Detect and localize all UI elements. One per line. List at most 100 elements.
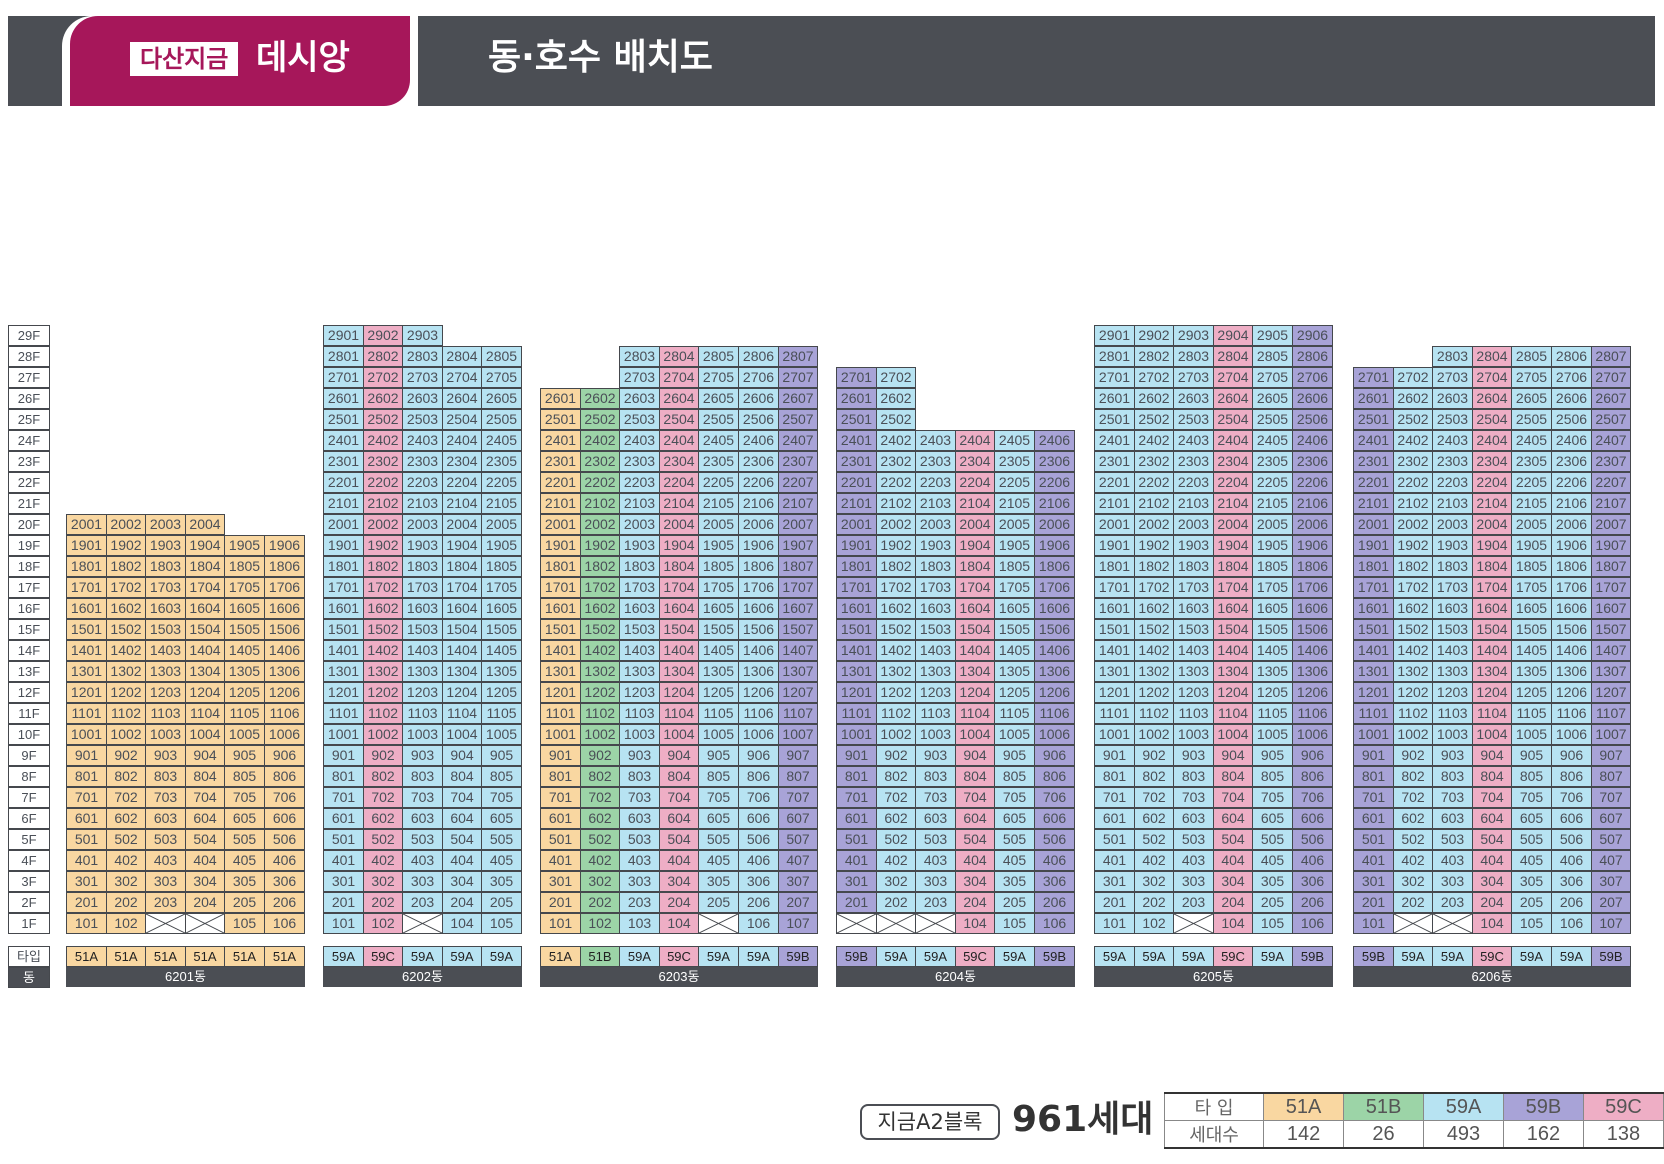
- unit-cell: 2203: [619, 472, 660, 493]
- unit-cell: 301: [66, 871, 107, 892]
- unit-cell: 2402: [876, 430, 916, 451]
- unit-cell: 402: [363, 850, 403, 871]
- unit-cell: 1405: [1511, 640, 1552, 661]
- unit-cell: 1804: [1213, 556, 1253, 577]
- unit-cell: 204: [955, 892, 995, 913]
- unit-cell: 1105: [1511, 703, 1552, 724]
- unit-cell: 803: [1173, 766, 1214, 787]
- unit-cell: 1805: [224, 556, 265, 577]
- unit-cell: 406: [1551, 850, 1592, 871]
- unit-cell: 2301: [1094, 451, 1135, 472]
- unit-cell: 2303: [1432, 451, 1473, 472]
- unit-cell: 707: [778, 787, 818, 808]
- unit-cell: 2705: [1252, 367, 1293, 388]
- unit-cell: 1002: [1134, 724, 1174, 745]
- unit-cell: 205: [481, 892, 522, 913]
- unit-cell-unavailable: [915, 913, 956, 934]
- unit-cell: 2004: [1472, 514, 1512, 535]
- type-cell: 51A: [106, 946, 146, 967]
- unit-cell: 2405: [481, 430, 522, 451]
- unit-cell: 1105: [224, 703, 265, 724]
- floor-label: 12F: [8, 682, 50, 703]
- floor-label: 7F: [8, 787, 50, 808]
- type-cell: 59A: [323, 946, 364, 967]
- type-cell: 59B: [1353, 946, 1394, 967]
- unit-cell: 205: [224, 892, 265, 913]
- unit-cell: 2503: [619, 409, 660, 430]
- legend-count-59C: 138: [1582, 1120, 1664, 1149]
- unit-cell: 603: [402, 808, 443, 829]
- unit-cell: 204: [1213, 892, 1253, 913]
- unit-cell: 1706: [264, 577, 305, 598]
- unit-cell: 2006: [1034, 514, 1075, 535]
- unit-cell: 505: [698, 829, 739, 850]
- unit-cell: 1602: [580, 598, 620, 619]
- unit-cell: 1004: [1472, 724, 1512, 745]
- unit-cell: 202: [580, 892, 620, 913]
- unit-cell: 1904: [185, 535, 225, 556]
- unit-cell: 2404: [442, 430, 482, 451]
- unit-cell: 2503: [402, 409, 443, 430]
- unit-cell: 504: [1472, 829, 1512, 850]
- unit-cell: 2702: [1134, 367, 1174, 388]
- unit-cell: 1406: [264, 640, 305, 661]
- unit-cell: 1903: [1432, 535, 1473, 556]
- unit-cell: 2701: [836, 367, 877, 388]
- unit-cell: 301: [1094, 871, 1135, 892]
- unit-cell: 1207: [1591, 682, 1631, 703]
- unit-cell: 2706: [1551, 367, 1592, 388]
- unit-cell: 1202: [580, 682, 620, 703]
- unit-cell: 2602: [1393, 388, 1433, 409]
- unit-cell: 907: [1591, 745, 1631, 766]
- unit-cell: 1203: [619, 682, 660, 703]
- floor-label: 29F: [8, 325, 50, 346]
- unit-cell: 803: [402, 766, 443, 787]
- unit-cell: 1103: [145, 703, 186, 724]
- unit-cell: 604: [1213, 808, 1253, 829]
- unit-cell: 207: [778, 892, 818, 913]
- unit-cell: 1106: [1551, 703, 1592, 724]
- unit-cell: 2203: [402, 472, 443, 493]
- unit-cell: 303: [619, 871, 660, 892]
- unit-cell: 402: [876, 850, 916, 871]
- unit-cell: 2003: [1173, 514, 1214, 535]
- floor-label: 25F: [8, 409, 50, 430]
- type-cell: 59A: [442, 946, 482, 967]
- unit-cell: 1201: [1353, 682, 1394, 703]
- unit-cell: 1904: [442, 535, 482, 556]
- unit-cell: 1301: [1094, 661, 1135, 682]
- unit-cell: 2602: [580, 388, 620, 409]
- unit-cell: 2601: [836, 388, 877, 409]
- unit-cell: 2006: [1292, 514, 1333, 535]
- legend-type-59A: 59A: [1423, 1092, 1504, 1121]
- unit-cell: 2302: [580, 451, 620, 472]
- unit-cell: 2804: [1213, 346, 1253, 367]
- unit-cell: 1403: [915, 640, 956, 661]
- unit-cell: 305: [481, 871, 522, 892]
- unit-cell: 601: [836, 808, 877, 829]
- type-cell: 51A: [264, 946, 305, 967]
- unit-cell: 2507: [1591, 409, 1631, 430]
- unit-cell: 804: [1213, 766, 1253, 787]
- unit-cell: 704: [442, 787, 482, 808]
- unit-cell: 502: [876, 829, 916, 850]
- unit-cell: 1505: [1511, 619, 1552, 640]
- unit-cell: 704: [955, 787, 995, 808]
- unit-cell: 1604: [1472, 598, 1512, 619]
- unit-cell: 1105: [994, 703, 1035, 724]
- unit-cell: 1904: [659, 535, 699, 556]
- unit-cell: 2502: [1393, 409, 1433, 430]
- unit-cell: 2205: [994, 472, 1035, 493]
- unit-cell: 2601: [540, 388, 581, 409]
- type-cell: 59A: [1432, 946, 1473, 967]
- unit-cell: 2401: [836, 430, 877, 451]
- unit-cell: 805: [224, 766, 265, 787]
- unit-cell: 805: [994, 766, 1035, 787]
- unit-cell-unavailable: [1173, 913, 1214, 934]
- unit-cell: 2902: [1134, 325, 1174, 346]
- unit-cell: 1703: [915, 577, 956, 598]
- floor-label: 21F: [8, 493, 50, 514]
- unit-cell: 2107: [778, 493, 818, 514]
- unit-cell: 501: [323, 829, 364, 850]
- unit-cell: 2301: [1353, 451, 1394, 472]
